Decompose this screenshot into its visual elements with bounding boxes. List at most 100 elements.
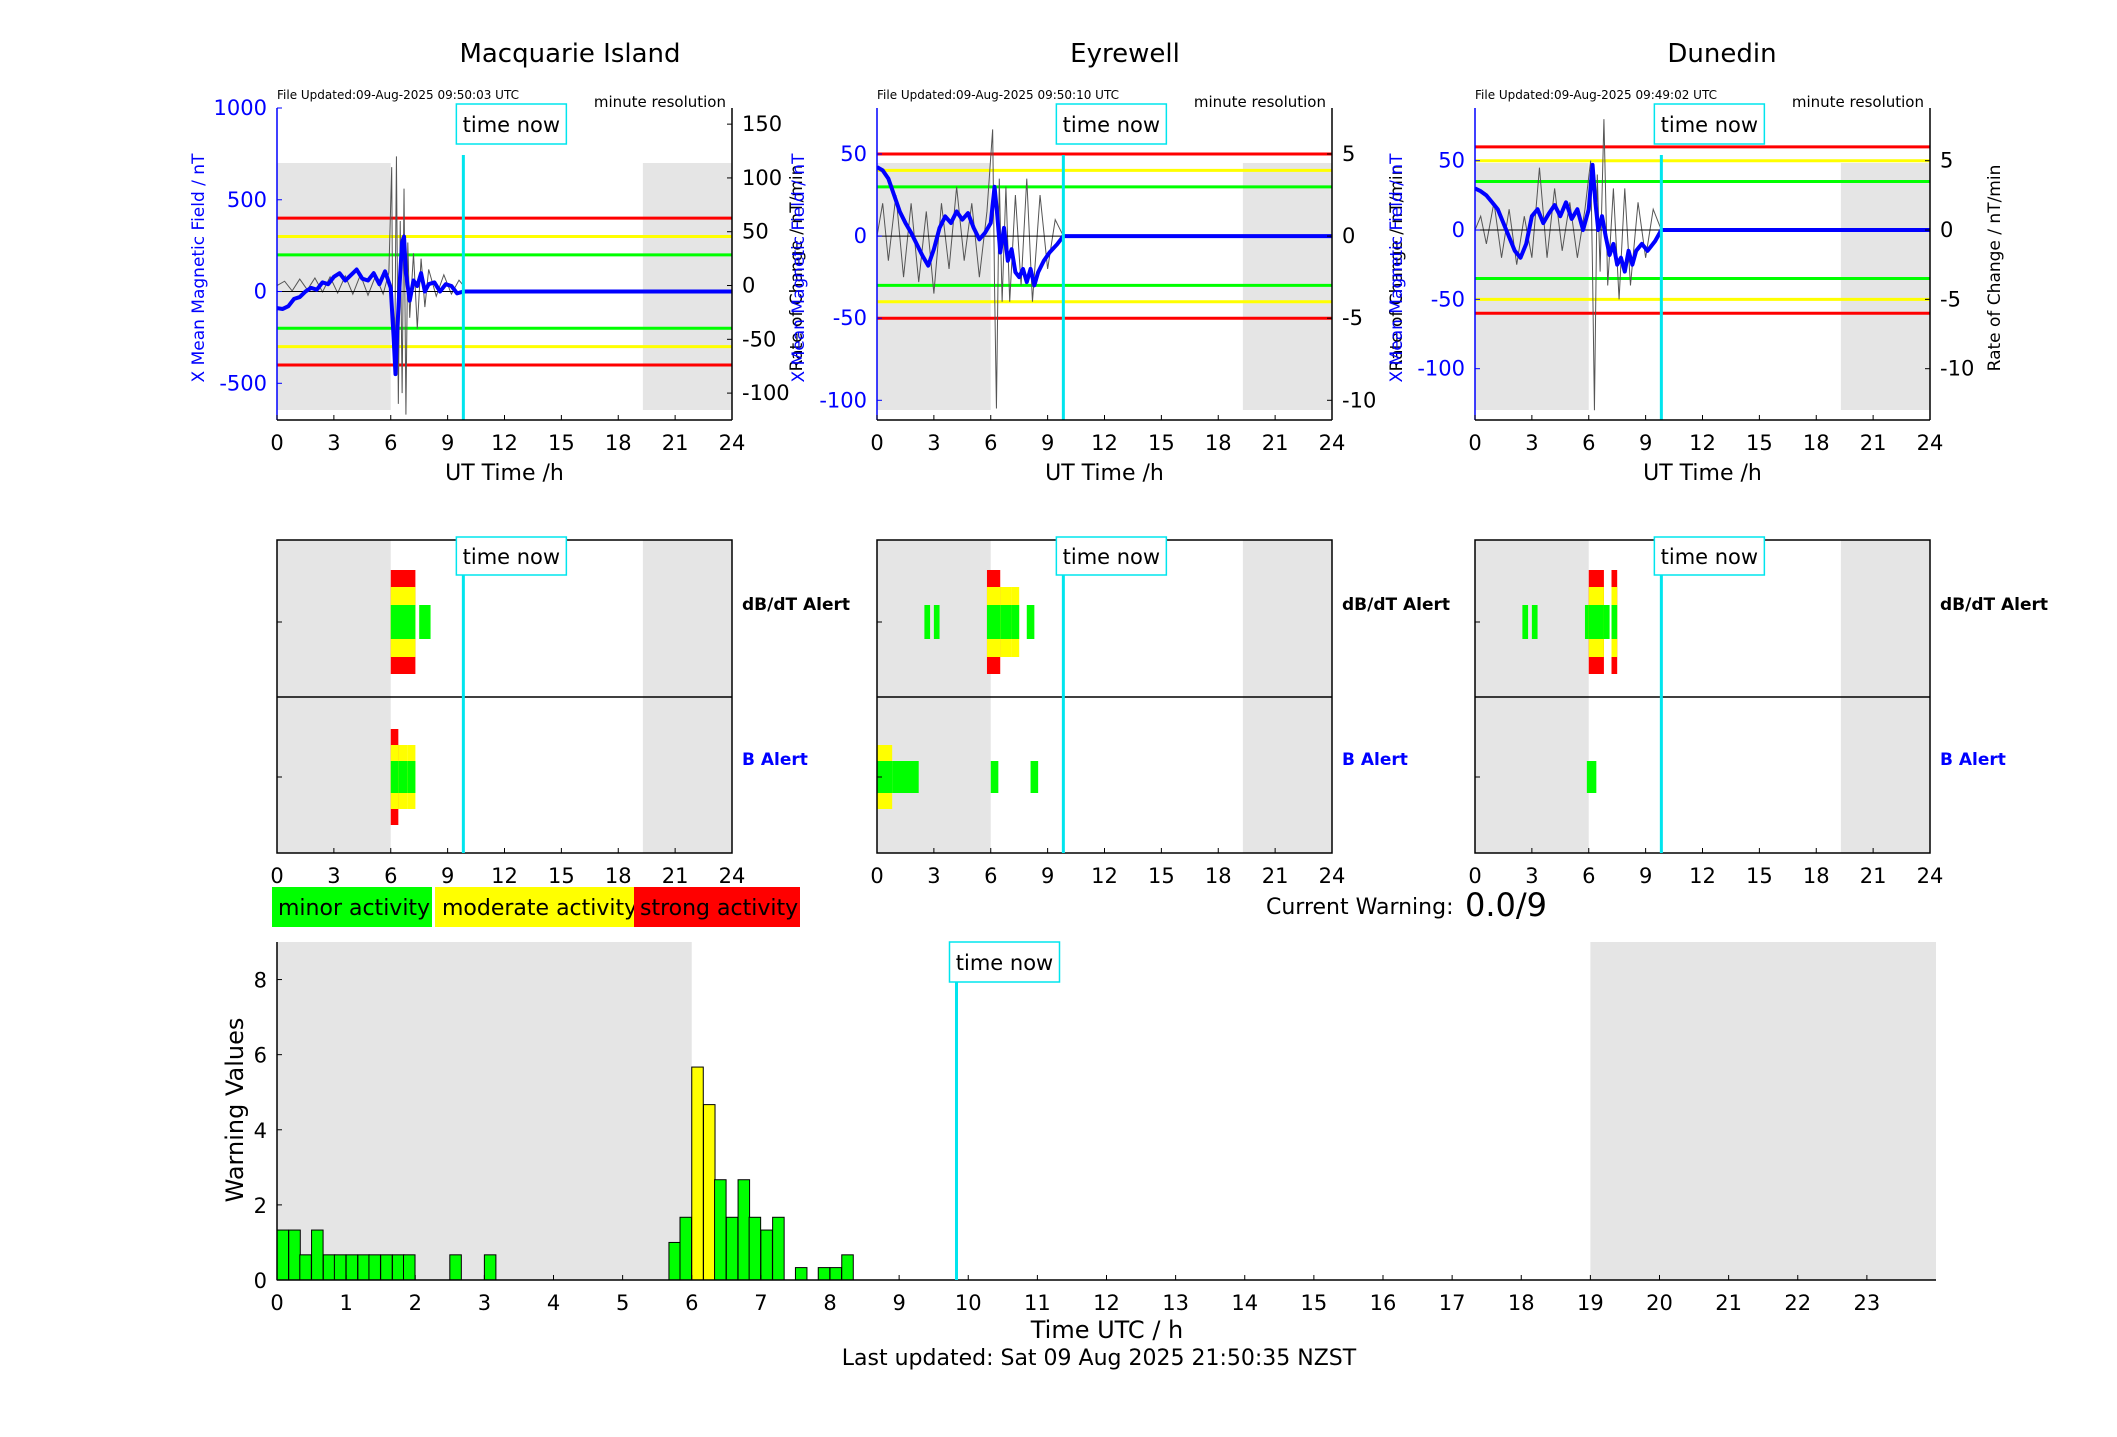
x-tick-label: 0 [1468, 431, 1481, 455]
x-tick-label: 12 [491, 431, 518, 455]
time-now-box [455, 103, 568, 145]
dbdt-alert-block [1531, 605, 1538, 639]
x-tick-label: 9 [1041, 431, 1054, 455]
x-tick-label: 0 [270, 1291, 283, 1315]
plot-area [1475, 119, 1930, 411]
x-tick-label: 21 [662, 864, 689, 888]
x-tick-label: 6 [384, 431, 397, 455]
right-axis-label: Rate of Change / nT/min [1985, 165, 2005, 372]
x-tick-label: 18 [1508, 1291, 1535, 1315]
macquarie-island-field-chart: Macquarie Island time now 0 3 6 9 12 15 18 21 24 1… [189, 39, 807, 486]
dbdt-alert-block [933, 605, 940, 639]
night-shading [1590, 942, 1936, 1280]
x-tick-label: 24 [719, 431, 746, 455]
b-alert-label: B Alert [1940, 750, 2006, 770]
plot-area [877, 129, 1332, 410]
x-tick-label: 21 [1860, 864, 1887, 888]
y2-tick-label: -10 [1342, 388, 1376, 412]
y-tick-label: 8 [254, 969, 267, 993]
warning-bar [829, 1267, 843, 1281]
warning-bar [714, 1179, 727, 1281]
warning-bar [760, 1229, 773, 1281]
x-tick-label: 4 [547, 1291, 560, 1315]
warning-bar [691, 1066, 704, 1281]
y2-tick-label: 100 [742, 166, 782, 190]
left-axis-label: X Mean Magnetic Field / nT [189, 153, 209, 383]
x-tick-label: 3 [927, 431, 940, 455]
warning-bar [299, 1254, 312, 1281]
time-now-box [1055, 103, 1168, 145]
x-tick-label: 9 [441, 431, 454, 455]
y-tick-label: 0 [1452, 218, 1465, 242]
warning-bar [703, 1104, 716, 1281]
warning-bar [288, 1229, 301, 1281]
x-tick-label: 12 [1093, 1291, 1120, 1315]
b-alert-block [1030, 761, 1039, 793]
y-tick-label: -50 [833, 306, 867, 330]
x-tick-label: 9 [892, 1291, 905, 1315]
x-axis-label: Time UTC / h [1030, 1316, 1184, 1344]
time-now-label: time now [1063, 545, 1160, 569]
x-tick-label: 23 [1854, 1291, 1881, 1315]
x-tick-label: 0 [870, 431, 883, 455]
legend-minor-swatch [272, 887, 432, 927]
x-tick-label: 21 [1262, 431, 1289, 455]
warning-bar [817, 1267, 831, 1281]
b-alert-label: B Alert [742, 750, 808, 770]
y-axis-label: Warning Values [221, 1018, 249, 1203]
left-axis-label: X Mean Magnetic Field / nT [1387, 153, 1407, 383]
time-now-box [455, 536, 568, 576]
night-shading [277, 163, 391, 410]
y-tick-label: 6 [254, 1044, 267, 1068]
y-tick-label: 0 [254, 1269, 267, 1293]
y2-tick-label: 5 [1342, 142, 1355, 166]
legend-strong-swatch [634, 887, 800, 927]
warning-bar [311, 1229, 324, 1281]
right-axis-label: Rate of Change / nT/min [1387, 165, 1407, 372]
x-tick-label: 12 [491, 864, 518, 888]
dbdt-alert-label: dB/dT Alert [742, 595, 850, 615]
x-tick-label: 0 [870, 864, 883, 888]
rate-of-change-series [1475, 119, 1662, 411]
warning-bar [402, 1254, 416, 1281]
warning-bar [483, 1254, 497, 1281]
warning-bar [368, 1254, 381, 1281]
dbdt-alert-block [390, 605, 416, 639]
last-updated: Last updated: Sat 09 Aug 2025 21:50:35 N… [842, 1346, 1357, 1371]
warning-bar [333, 1254, 347, 1281]
x-tick-label: 15 [1148, 864, 1175, 888]
y2-tick-label: -10 [1940, 357, 1974, 381]
x-tick-label: 18 [605, 864, 632, 888]
x-tick-label: 6 [1582, 431, 1595, 455]
x-tick-label: 5 [616, 1291, 629, 1315]
current-warning-value: 0.0/9 [1465, 886, 1547, 924]
b-alert-block [390, 761, 399, 793]
x-tick-label: 17 [1439, 1291, 1466, 1315]
legend-moderate-label: moderate activity [442, 896, 637, 921]
b-alert-block [877, 761, 893, 793]
time-now-box [1653, 103, 1766, 145]
y2-tick-label: 150 [742, 112, 782, 136]
warning-bar [679, 1216, 693, 1281]
x-tick-label: 24 [1319, 431, 1346, 455]
dbdt-alert-label: dB/dT Alert [1342, 595, 1450, 615]
dbdt-alert-block [924, 605, 931, 639]
night-shading [642, 163, 732, 410]
warning-bar [380, 1254, 393, 1281]
y-tick-label: -500 [219, 371, 267, 395]
warning-bar [276, 1229, 290, 1281]
macquarie-island-alert-chart: time now 0 3 6 9 12 15 18 21 24 dB/dT Alert B Alert [270, 536, 850, 888]
y-tick-label: 2 [254, 1194, 267, 1218]
x-tick-label: 18 [1205, 864, 1232, 888]
x-tick-label: 21 [1860, 431, 1887, 455]
x-tick-label: 3 [478, 1291, 491, 1315]
y2-tick-label: 50 [742, 220, 769, 244]
x-tick-label: 15 [1148, 431, 1175, 455]
file-updated-label: File Updated:09-Aug-2025 09:50:03 UTC [277, 88, 519, 102]
dbdt-alert-label: dB/dT Alert [1940, 595, 2048, 615]
x-tick-label: 0 [270, 864, 283, 888]
